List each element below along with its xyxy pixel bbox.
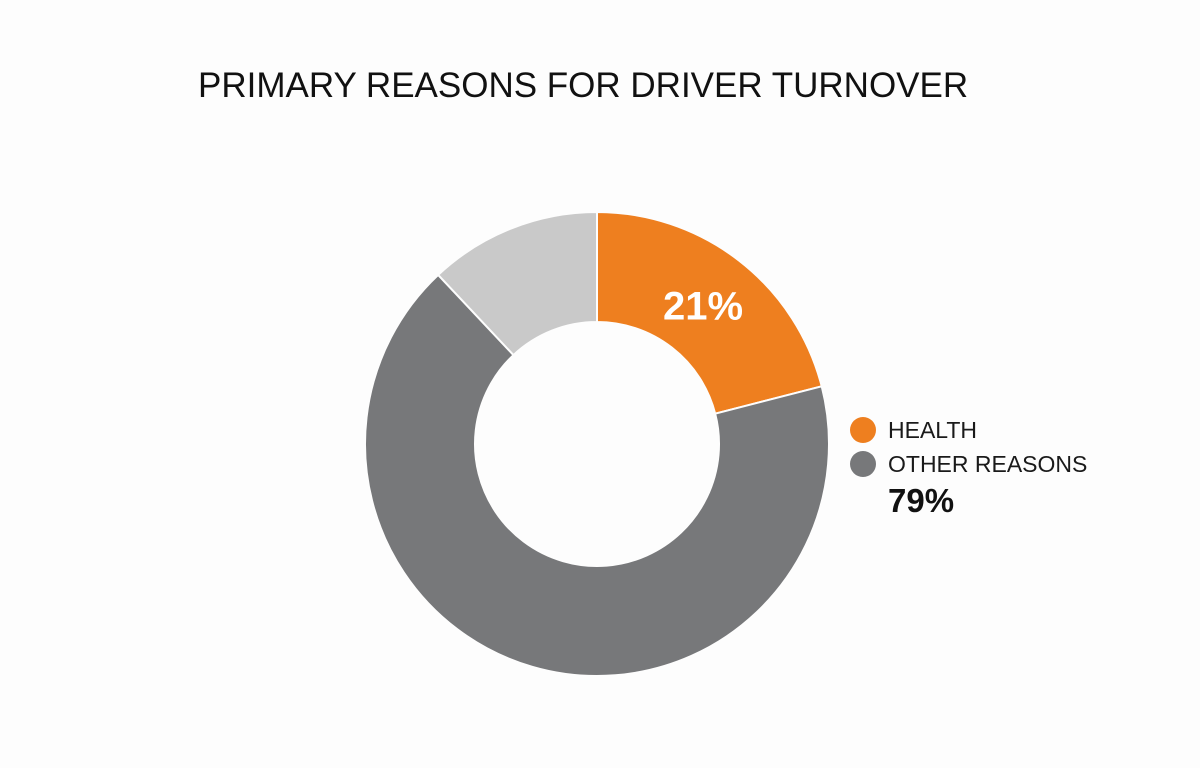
data-label-health: 21% <box>663 284 743 328</box>
donut-slice-other-reasons-1 <box>364 273 830 677</box>
donut-slice-other-reasons-2 <box>436 210 598 357</box>
legend-item-other-reasons: OTHER REASONS <box>850 447 1087 481</box>
legend-swatch-health <box>850 417 876 443</box>
chart-title: PRIMARY REASONS FOR DRIVER TURNOVER <box>198 66 969 105</box>
donut-slice-health <box>596 210 823 415</box>
legend-swatch-other-reasons <box>850 451 876 477</box>
legend-label-other-reasons: OTHER REASONS <box>888 450 1088 477</box>
legend-item-health: HEALTH <box>850 413 1087 447</box>
legend-value-other-reasons: 79% <box>888 482 955 519</box>
chart-legend: HEALTH OTHER REASONS 79% <box>850 413 1087 521</box>
legend-label-health: HEALTH <box>888 416 978 443</box>
